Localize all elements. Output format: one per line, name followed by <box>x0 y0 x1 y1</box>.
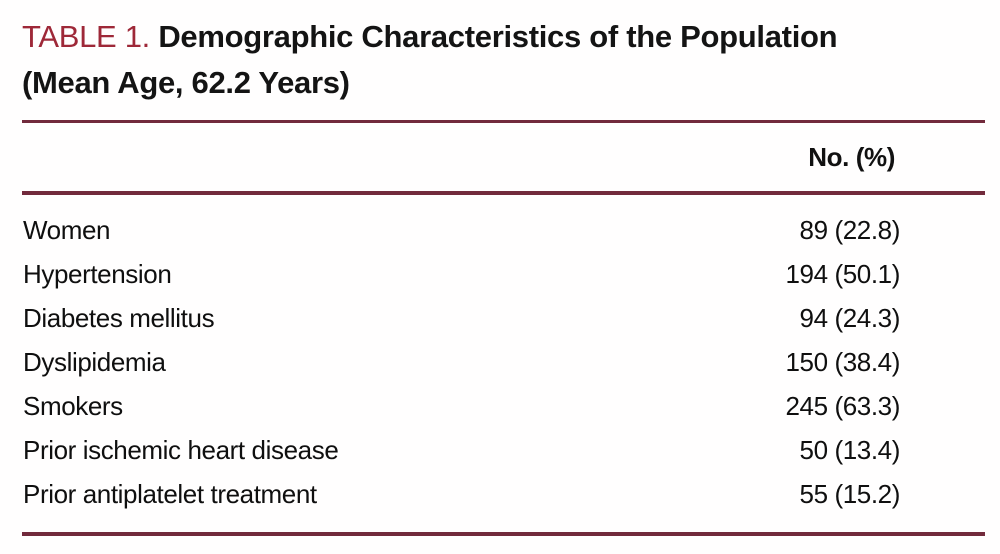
row-value: 194 (50.1) <box>785 258 900 289</box>
table-row: Hypertension 194 (50.1) <box>22 252 985 296</box>
table-row: Dyslipidemia 150 (38.4) <box>22 340 985 384</box>
value-column-header: No. (%) <box>808 141 895 172</box>
bottom-divider-rule <box>22 532 985 536</box>
row-value: 89 (22.8) <box>799 214 901 245</box>
table-card: TABLE 1. Demographic Characteristics of … <box>22 0 985 536</box>
table-body: Women 89 (22.8) Hypertension 194 (50.1) … <box>22 195 985 532</box>
row-label: Smokers <box>23 390 123 421</box>
table-header-row: No. (%) <box>22 123 985 191</box>
header-divider-rule <box>22 191 985 195</box>
row-value: 55 (15.2) <box>799 478 901 509</box>
table-row: Prior antiplatelet treatment 55 (15.2) <box>22 472 985 516</box>
row-label: Prior ischemic heart disease <box>23 434 339 465</box>
row-value: 50 (13.4) <box>799 434 901 465</box>
table-row: Women 89 (22.8) <box>22 208 985 252</box>
table-row: Prior ischemic heart disease 50 (13.4) <box>22 428 985 472</box>
table-number-label: TABLE 1. <box>22 19 150 54</box>
row-value: 150 (38.4) <box>785 346 900 377</box>
table-row: Smokers 245 (63.3) <box>22 384 985 428</box>
table-title-text: Demographic Characteristics of the Popul… <box>22 19 838 100</box>
row-label: Hypertension <box>23 258 172 289</box>
title-divider-rule <box>22 120 985 123</box>
row-label: Women <box>23 214 111 245</box>
row-label: Dyslipidemia <box>23 346 166 377</box>
row-value: 94 (24.3) <box>799 302 901 333</box>
row-label: Prior antiplatelet treatment <box>23 478 317 509</box>
table-row: Diabetes mellitus 94 (24.3) <box>22 296 985 340</box>
row-label: Diabetes mellitus <box>23 302 215 333</box>
row-value: 245 (63.3) <box>785 390 900 421</box>
table-title: TABLE 1. Demographic Characteristics of … <box>22 14 894 106</box>
